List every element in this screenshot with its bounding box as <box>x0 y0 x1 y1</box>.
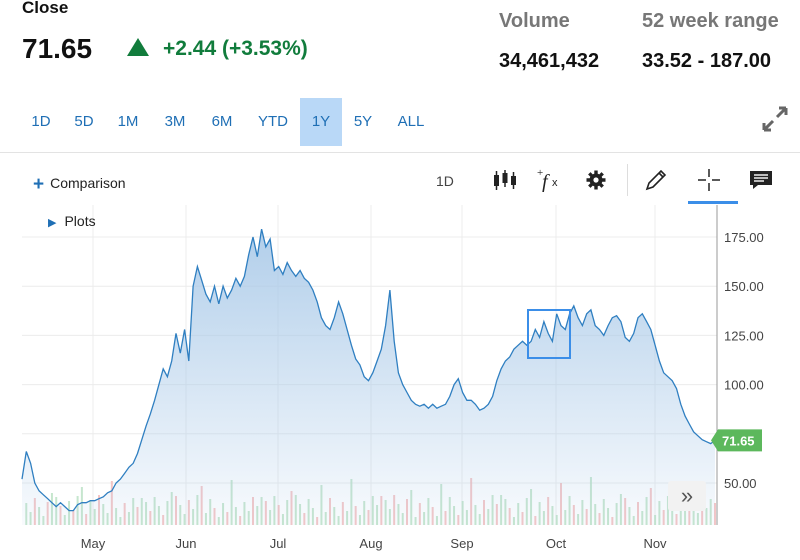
comparison-label: Comparison <box>50 175 126 191</box>
last-price-tag: 71.65 <box>711 429 762 452</box>
interval-selector[interactable]: 1D <box>436 173 454 189</box>
plots-label: Plots <box>64 213 96 229</box>
x-tick-label: Nov <box>643 536 667 551</box>
price-change: +2.44 (+3.53%) <box>163 37 308 60</box>
y-tick-label: 150.00 <box>724 279 764 294</box>
x-tick-label: Jul <box>270 536 287 551</box>
range-button-6m[interactable]: 6M <box>211 113 233 130</box>
gear-icon[interactable] <box>583 168 609 192</box>
x-tick-label: Aug <box>359 536 382 551</box>
up-arrow-icon <box>127 38 149 56</box>
highlight-box <box>527 309 571 359</box>
price-line <box>21 228 716 512</box>
volume-label: Volume <box>499 10 570 32</box>
svg-text:x: x <box>552 177 558 189</box>
svg-text:f: f <box>542 171 550 192</box>
range-button-all[interactable]: ALL <box>397 113 425 130</box>
y-tick-label: 100.00 <box>724 378 764 393</box>
x-tick-label: Jun <box>176 536 197 551</box>
x-tick-label: May <box>81 536 106 551</box>
range-button-ytd[interactable]: YTD <box>258 113 288 130</box>
range-button-1m[interactable]: 1M <box>117 113 139 130</box>
y-tick-label: 175.00 <box>724 230 764 245</box>
range-button-5y[interactable]: 5Y <box>353 113 373 130</box>
comparison-button[interactable]: + Comparison <box>33 174 126 196</box>
scroll-right-button[interactable]: » <box>668 481 706 511</box>
range-button-5d[interactable]: 5D <box>74 113 94 130</box>
volume-value: 34,461,432 <box>499 50 600 72</box>
x-tick-label: Sep <box>450 536 473 551</box>
crosshair-icon[interactable] <box>696 168 722 192</box>
plots-toggle[interactable]: ▶ Plots <box>48 213 96 229</box>
plus-icon: + <box>33 174 45 195</box>
y-tick-label: 50.00 <box>724 476 757 491</box>
range-button-3m[interactable]: 3M <box>164 113 186 130</box>
expand-icon[interactable] <box>760 104 790 134</box>
range-button-1d[interactable]: 1D <box>31 113 51 130</box>
price-area <box>22 229 715 525</box>
range-label: 52 week range <box>642 10 779 32</box>
pencil-icon[interactable] <box>643 168 669 192</box>
function-icon[interactable]: + f x <box>537 168 563 192</box>
active-tool-indicator <box>688 201 738 204</box>
triangle-right-icon: ▶ <box>48 217 57 229</box>
comment-icon[interactable] <box>748 168 774 192</box>
close-value: 71.65 <box>22 33 93 64</box>
toolbar-divider <box>0 152 800 153</box>
range-value: 33.52 - 187.00 <box>642 50 771 72</box>
y-tick-label: 125.00 <box>724 328 764 343</box>
candlestick-icon[interactable] <box>492 168 518 192</box>
close-label: Close <box>22 0 69 17</box>
x-tick-label: Oct <box>546 536 567 551</box>
range-button-1y[interactable]: 1Y <box>300 98 342 146</box>
svg-text:+: + <box>537 168 543 179</box>
last-price-label: 71.65 <box>722 433 755 448</box>
toolbar-separator <box>627 164 628 196</box>
